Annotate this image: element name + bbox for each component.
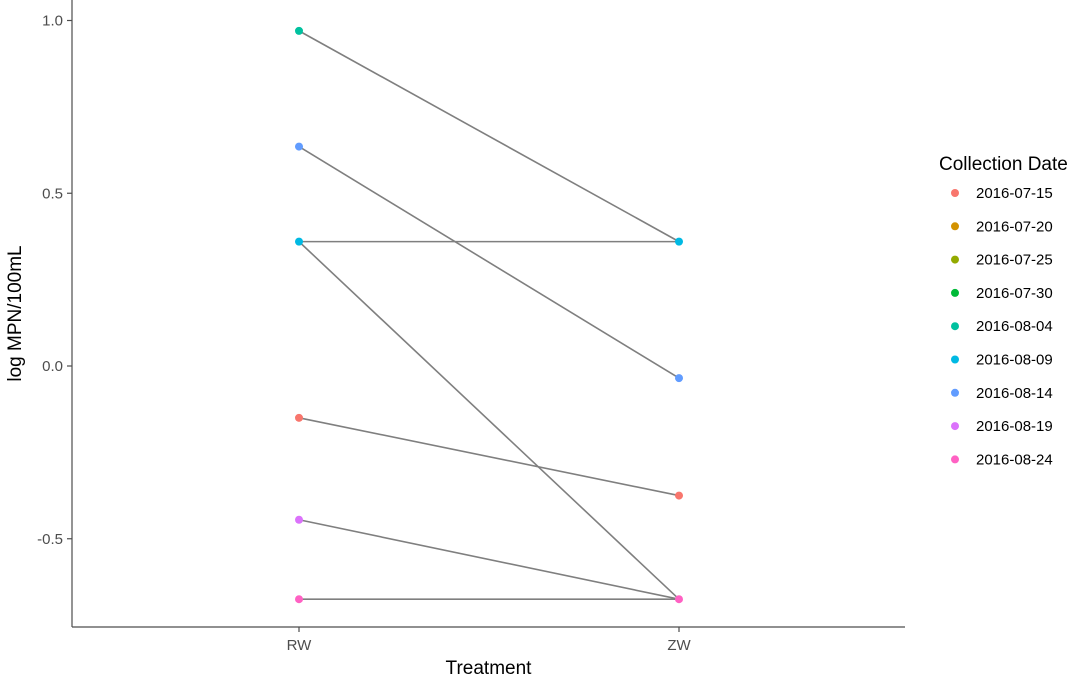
y-tick-label: -0.5: [37, 531, 63, 548]
x-tick-label: RW: [287, 637, 313, 654]
legend-label: 2016-07-25: [976, 252, 1053, 269]
legend-label: 2016-08-14: [976, 385, 1053, 402]
x-axis-title: Treatment: [446, 658, 533, 679]
data-point: [675, 374, 683, 383]
legend-label: 2016-08-19: [976, 418, 1053, 435]
legend-label: 2016-08-09: [976, 352, 1053, 369]
data-point: [295, 515, 303, 524]
data-point: [295, 142, 303, 151]
data-point: [295, 595, 303, 604]
legend-key: [951, 255, 959, 264]
series-line: [298, 417, 680, 497]
legend-items: 2016-07-15 2016-07-20 2016-07-25 2016-07-30…: [951, 185, 1053, 468]
data-points: [295, 26, 683, 604]
legend-key: [951, 422, 959, 431]
legend-title: Collection Date: [939, 154, 1068, 175]
legend-key: [951, 355, 959, 364]
data-point: [675, 237, 683, 246]
data-point: [675, 595, 683, 604]
legend: Collection Date 2016-07-152016-07-202016…: [939, 154, 1068, 468]
y-tick-label: 1.0: [42, 13, 63, 30]
series-line: [298, 518, 680, 600]
series-line: [298, 30, 680, 243]
data-point: [295, 413, 303, 422]
series-lines: [298, 30, 680, 601]
data-point: [675, 491, 683, 500]
y-tick-label: 0.5: [42, 185, 63, 202]
legend-key: [951, 388, 959, 397]
series-line: [298, 241, 680, 600]
legend-key: [951, 322, 959, 331]
legend-key: [951, 288, 959, 297]
legend-key: [951, 189, 959, 197]
legend-key: [951, 455, 959, 464]
legend-label: 2016-08-04: [976, 318, 1053, 335]
legend-label: 2016-08-24: [976, 451, 1053, 468]
legend-label: 2016-07-30: [976, 285, 1053, 302]
legend-label: 2016-07-15: [976, 185, 1053, 202]
data-point: [295, 237, 303, 246]
x-axis-ticks: RW ZW: [287, 627, 691, 654]
y-axis-ticks: -0.5 0.0 0.5 1.0: [37, 13, 72, 548]
data-point: [295, 26, 303, 35]
y-axis-title: log MPN/100mL: [5, 245, 26, 381]
y-tick-label: 0.0: [42, 358, 63, 375]
legend-label: 2016-07-20: [976, 218, 1053, 235]
legend-key: [951, 222, 959, 231]
x-tick-label: ZW: [667, 637, 691, 654]
series-line: [298, 145, 680, 379]
